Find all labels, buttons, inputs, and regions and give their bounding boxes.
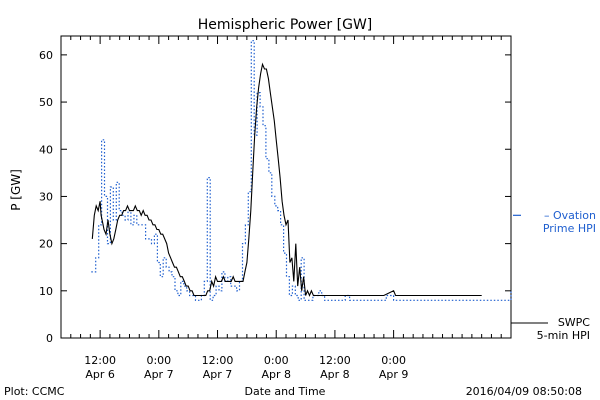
legend-ovation-line2: Prime HPI [543,222,596,235]
y-tick-label: 0 [46,332,53,345]
y-axis-label: P [GW] [9,169,23,211]
legend-ovation-line1: – Ovation [544,209,596,222]
legend-swpc: SWPC 5-min HPI [537,316,591,342]
x-tick-date-label: Apr 8 [320,368,350,381]
y-tick-label: 50 [39,96,53,109]
series-ovation-prime-line [91,40,512,301]
plot-frame [60,35,512,339]
x-tick-date-label: Apr 7 [203,368,233,381]
legend-ovation: – Ovation Prime HPI [543,209,596,235]
legend-swpc-line2: 5-min HPI [537,329,590,342]
y-tick-label: 20 [39,238,53,251]
x-tick-time-label: 12:00 [84,354,116,367]
y-tick-label: 60 [39,49,53,62]
x-tick-date-label: Apr 7 [144,368,174,381]
x-tick-date-label: Apr 6 [85,368,115,381]
series-swpc-line [91,62,482,297]
chart-title: Hemispheric Power [GW] [198,17,373,33]
x-tick-date-label: Apr 9 [379,368,409,381]
legend-swpc-line1: SWPC [558,316,590,329]
footer-timestamp: 2016/04/09 08:50:08 [466,385,582,398]
x-tick-time-label: 0:00 [146,354,171,367]
footer-plot-credit: Plot: CCMC [4,385,65,398]
x-tick-date-label: Apr 8 [261,368,291,381]
x-tick-time-label: 12:00 [319,354,351,367]
x-tick-time-label: 12:00 [202,354,234,367]
x-axis-label: Date and Time [245,385,326,398]
y-tick-label: 30 [39,190,53,203]
x-tick-time-label: 0:00 [264,354,289,367]
x-tick-time-label: 0:00 [381,354,406,367]
y-tick-label: 10 [39,285,53,298]
y-tick-label: 40 [39,143,53,156]
